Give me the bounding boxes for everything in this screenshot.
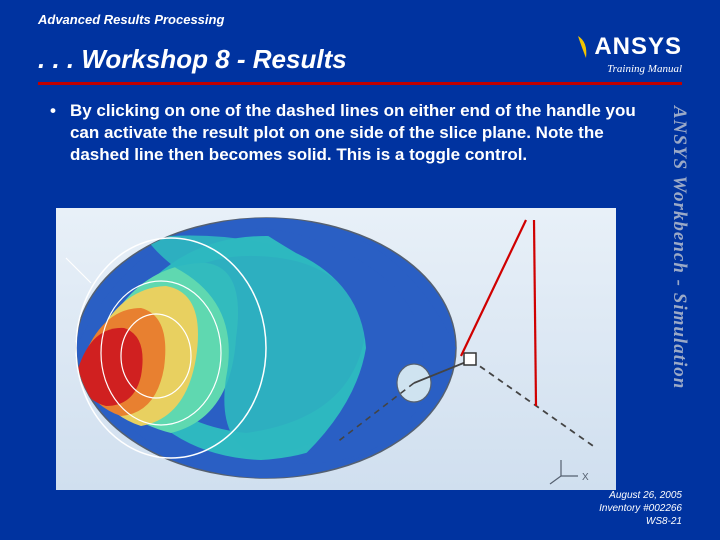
figure: X: [56, 208, 616, 490]
footer-inventory: Inventory #002266: [599, 502, 682, 515]
page-title: . . . Workshop 8 - Results: [38, 44, 347, 75]
vertical-label: ANSYS Workbench - Simulation: [668, 106, 690, 389]
callout-line: [534, 220, 536, 406]
svg-text:X: X: [582, 472, 589, 483]
bullet-marker: •: [50, 100, 56, 166]
footer-page: WS8-21: [599, 515, 682, 528]
slice-toggle-handle[interactable]: [464, 353, 476, 365]
bullet-text: By clicking on one of the dashed lines o…: [70, 100, 650, 166]
callout-line: [461, 220, 526, 356]
simulation-plot: X: [56, 208, 616, 490]
axis-indicator: X: [550, 460, 589, 484]
section-header: Advanced Results Processing: [38, 12, 682, 27]
bullet-item: • By clicking on one of the dashed lines…: [50, 100, 650, 166]
training-manual-label: Training Manual: [607, 63, 682, 75]
footer-date: August 26, 2005: [599, 489, 682, 502]
header-divider: [38, 82, 682, 85]
logo-swoosh-icon: [576, 34, 590, 60]
footer: August 26, 2005 Inventory #002266 WS8-21: [599, 489, 682, 528]
logo-text: ANSYS: [594, 33, 682, 61]
logo-area: ANSYS Training Manual: [576, 33, 682, 75]
